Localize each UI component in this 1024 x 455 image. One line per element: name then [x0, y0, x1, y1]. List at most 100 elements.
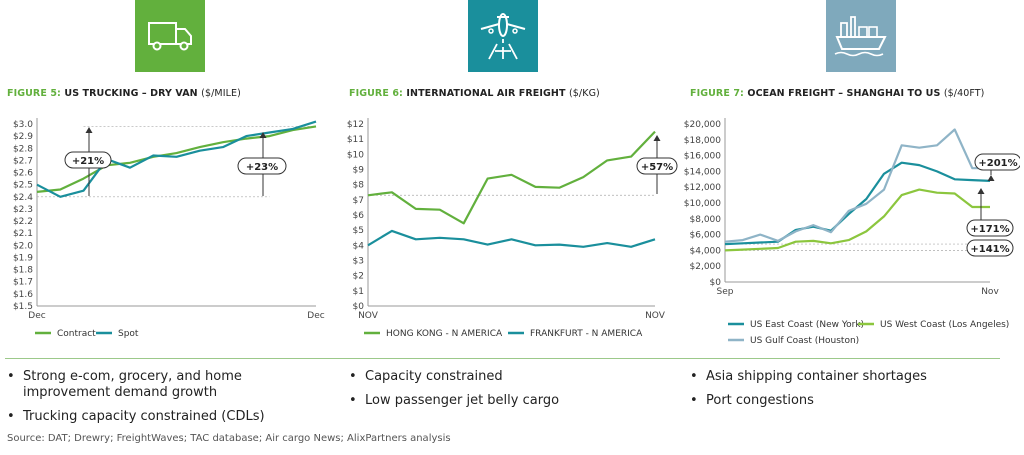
air-freight-chart: $0 $1 $2 $3 $4 $5 $6 $7 $8 $9 $10 $11 $12 NOV NOV HONG …	[347, 118, 678, 339]
cargo-ship-icon	[834, 16, 887, 57]
y-tick-label: $5	[353, 226, 364, 236]
y-tick-label: $18,000	[684, 136, 721, 146]
annotation-callout	[64, 151, 112, 169]
y-tick-label: $0	[710, 278, 722, 288]
y-tick-label: $3	[353, 257, 364, 267]
y-tick-label: $2.1	[13, 229, 33, 239]
bullet-item: • Port congestions	[690, 393, 814, 408]
annotation-label: +23%	[246, 162, 278, 173]
y-tick-label: $20,000	[684, 120, 721, 130]
truck-icon-tile	[135, 0, 205, 72]
y-tick-label: $1.6	[13, 290, 33, 300]
y-tick-label: $16,000	[684, 152, 721, 162]
legend-label: Contract	[57, 329, 96, 339]
annotation-label: +201%	[978, 158, 1017, 169]
legend-label: Spot	[118, 329, 139, 339]
bullets-col-2: • Capacity constrained • Low passenger jet…	[349, 369, 659, 417]
y-tick-label: $0	[353, 302, 365, 312]
annotation-callout	[966, 219, 1014, 237]
y-tick-label: $2.9	[13, 132, 33, 142]
x-tick-label: Dec	[307, 311, 324, 321]
annotation-arrowhead	[977, 188, 985, 194]
truck-icon	[148, 22, 192, 51]
legend-label: FRANKFURT - N AMERICA	[530, 329, 643, 339]
figure-5-title: FIGURE 5: US TRUCKING – DRY VAN ($/MILE)	[7, 88, 241, 99]
annotation-callout	[237, 157, 287, 175]
series-line	[36, 125, 317, 193]
airplane-icon-tile	[468, 0, 538, 72]
series-line	[36, 120, 317, 198]
y-tick-label: $2.5	[13, 181, 33, 191]
y-tick-label: $2.7	[13, 156, 33, 166]
y-tick-label: $2.4	[13, 193, 33, 203]
y-tick-label: $1.9	[13, 253, 33, 263]
y-tick-label: $3.0	[13, 120, 33, 130]
annotation-callout	[974, 153, 1020, 171]
y-tick-label: $10,000	[684, 199, 721, 209]
bullets-col-3: • Asia shipping container shortages • Port…	[690, 369, 1010, 417]
y-tick-label: $1.5	[13, 302, 33, 312]
annotation-arrowhead	[259, 132, 267, 138]
series-line	[367, 229, 656, 248]
y-tick-label: $2.8	[13, 144, 33, 154]
y-tick-label: $2.2	[13, 217, 33, 227]
source-note: Source: DAT; Drewry; FreightWaves; TAC d…	[7, 433, 451, 444]
series-line	[724, 188, 990, 252]
annotation-label: +57%	[641, 162, 673, 173]
series-line	[724, 161, 991, 246]
y-tick-label: $1.8	[13, 266, 33, 276]
x-tick-label: Sep	[717, 287, 734, 297]
trucking-chart: $1.5 $1.6 $1.7 $1.8 $1.9 $2.0 $2.1 $2.2 $2.3 $2.4…	[13, 118, 325, 339]
airplane-icon	[480, 13, 526, 60]
y-tick-label: $2.0	[13, 241, 33, 251]
legend-label: HONG KONG - N AMERICA	[386, 329, 503, 339]
annotation-callout	[636, 157, 678, 175]
y-tick-label: $9	[353, 166, 365, 176]
ocean-freight-chart: $0 $2,000 $4,000 $6,000 $8,000 $10,000 $12,000…	[684, 118, 1020, 346]
x-tick-label: NOV	[645, 311, 666, 321]
y-tick-label: $4	[353, 241, 365, 251]
bullets-col-1: • Strong e-com, grocery, and home improve…	[7, 369, 307, 433]
legend-label: US Gulf Coast (Houston)	[750, 336, 859, 346]
section-divider	[5, 358, 1000, 359]
bullet-item: • Asia shipping container shortages	[690, 369, 927, 384]
annotation-callout	[966, 239, 1014, 257]
y-tick-label: $6,000	[690, 231, 722, 241]
annotation-label: +21%	[72, 156, 104, 167]
annotation-arrowhead	[85, 127, 93, 133]
y-tick-label: $11	[347, 135, 364, 145]
y-tick-label: $1	[353, 287, 364, 297]
x-tick-label: Dec	[28, 311, 45, 321]
y-tick-label: $2,000	[690, 262, 722, 272]
y-tick-label: $2.6	[13, 169, 33, 179]
annotation-label: +171%	[970, 224, 1009, 235]
y-tick-label: $6	[353, 211, 365, 221]
cargo-ship-icon-tile	[826, 0, 896, 72]
y-tick-label: $4,000	[690, 246, 722, 256]
bullet-item: • Capacity constrained	[349, 369, 503, 384]
series-line	[724, 128, 990, 243]
annotation-label: +141%	[970, 244, 1009, 255]
annotation-arrowhead	[653, 135, 661, 141]
y-tick-label: $8	[353, 181, 365, 191]
legend-label: US West Coast (Los Angeles)	[880, 320, 1009, 330]
y-tick-label: $12	[347, 120, 364, 130]
y-tick-label: $7	[353, 196, 364, 206]
y-tick-label: $2	[353, 272, 364, 282]
figure-6-title: FIGURE 6: INTERNATIONAL AIR FREIGHT ($/K…	[349, 88, 600, 99]
y-tick-label: $10	[347, 150, 364, 160]
bullet-item: • Strong e-com, grocery, and home improve…	[7, 369, 242, 400]
y-tick-label: $14,000	[684, 167, 721, 177]
series-line	[367, 130, 656, 225]
y-tick-label: $8,000	[690, 215, 722, 225]
bullet-item: • Trucking capacity constrained (CDLs)	[7, 409, 265, 424]
x-tick-label: Nov	[981, 287, 999, 297]
figure-7-title: FIGURE 7: OCEAN FREIGHT – SHANGHAI TO US…	[690, 88, 985, 99]
annotation-arrowhead	[987, 175, 995, 181]
x-tick-label: NOV	[358, 311, 379, 321]
y-tick-label: $12,000	[684, 183, 721, 193]
y-tick-label: $2.3	[13, 205, 33, 215]
legend-label: US East Coast (New York)	[750, 320, 864, 330]
y-tick-label: $1.7	[13, 278, 33, 288]
bullet-item: • Low passenger jet belly cargo	[349, 393, 560, 408]
